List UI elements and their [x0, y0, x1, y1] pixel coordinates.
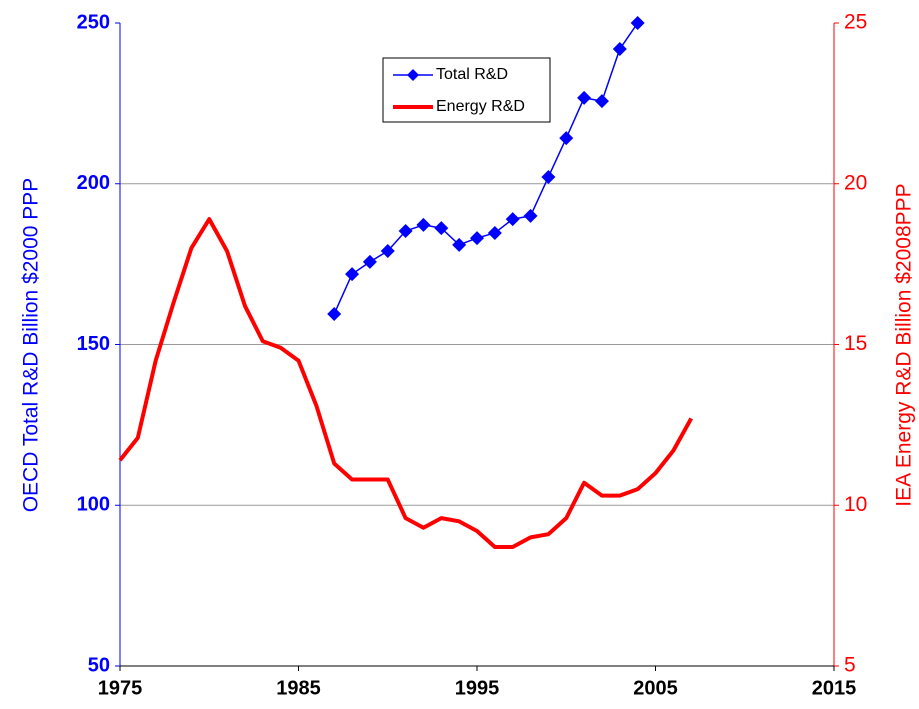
- x-tick-label: 2005: [633, 677, 678, 699]
- x-tick-label: 1985: [276, 677, 321, 699]
- marker: [559, 131, 574, 146]
- marker: [487, 225, 502, 240]
- x-tick-label: 2015: [812, 677, 857, 699]
- marker: [594, 94, 609, 109]
- marker: [577, 90, 592, 105]
- y2-tick-label: 15: [844, 332, 867, 355]
- marker: [470, 231, 484, 246]
- marker: [434, 221, 449, 236]
- legend-label: Energy R&D: [436, 98, 525, 115]
- marker: [523, 208, 538, 223]
- legend-label: Total R&D: [436, 66, 508, 83]
- marker: [612, 42, 627, 57]
- legend-marker: [407, 69, 419, 81]
- y2-axis-label: IEA Energy R&D Billion $2008PPP: [893, 183, 916, 506]
- y2-tick-label: 25: [844, 11, 867, 34]
- y-tick-label: 50: [88, 654, 110, 676]
- y2-tick-label: 5: [844, 654, 856, 677]
- marker: [380, 243, 395, 258]
- series-line: [118, 217, 693, 550]
- y-tick-label: 150: [77, 333, 110, 355]
- y-tick-label: 200: [77, 172, 110, 194]
- marker: [362, 254, 377, 269]
- marker: [505, 212, 520, 227]
- marker: [452, 237, 467, 252]
- marker: [345, 267, 360, 282]
- marker: [630, 16, 645, 30]
- y-tick-label: 250: [77, 11, 110, 33]
- y2-tick-label: 20: [844, 171, 867, 194]
- y-axis-label: OECD Total R&D Billion $2000 PPP: [20, 178, 43, 513]
- marker: [541, 169, 556, 184]
- marker: [416, 217, 431, 232]
- marker: [398, 224, 413, 239]
- y-tick-label: 100: [77, 494, 110, 516]
- legend-box: [382, 57, 551, 123]
- x-tick-label: 1975: [98, 677, 143, 699]
- x-tick-label: 1995: [455, 677, 500, 699]
- marker: [327, 306, 342, 321]
- y2-tick-label: 10: [844, 493, 867, 516]
